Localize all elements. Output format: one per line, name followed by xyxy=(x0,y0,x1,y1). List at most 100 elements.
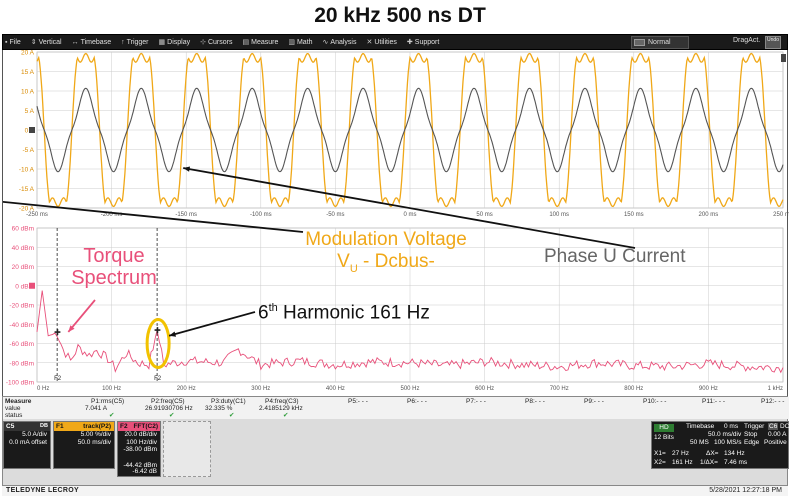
menu-item-measure[interactable]: ▤ Measure xyxy=(242,38,279,47)
trigger-label: Trigger xyxy=(744,423,765,430)
timebase-delay: 0 ms xyxy=(724,423,739,430)
channel-c5-descriptor[interactable]: C5 DB 5.0 A/div 0.0 mA offset xyxy=(3,421,51,469)
fft-ground-marker xyxy=(29,282,35,289)
time-y-tick-label: 20 A xyxy=(21,50,35,57)
f1-title: track(P2) xyxy=(83,423,111,430)
bottom-panel: Measure value status P1:rms(C5) 7.041 A ✔ P… xyxy=(2,396,789,486)
support-icon: ✚ xyxy=(406,39,413,46)
time-y-tick-label: 15 A xyxy=(21,69,35,76)
measure-status-ok-icon: ✔ xyxy=(229,412,235,419)
c5-vdiv: 5.0 A/div xyxy=(22,431,47,438)
analysis-icon: ∿ xyxy=(322,39,329,46)
menu-item-label: Analysis xyxy=(330,38,357,46)
measure-param-name[interactable]: P3:duty(C1) xyxy=(211,398,246,405)
menu-item-label: File xyxy=(9,38,21,46)
menu-item-label: Measure xyxy=(251,38,279,46)
f1-vdiv: 5.00 %/div xyxy=(80,431,111,438)
menu-item-cursors[interactable]: ⊹ Cursors xyxy=(200,38,232,47)
harmonic-arrow-head xyxy=(169,331,177,337)
menu-item-analysis[interactable]: ∿ Analysis xyxy=(322,38,357,47)
channel-f1-descriptor[interactable]: F1 track(P2) 5.00 %/div 50.0 ms/div xyxy=(53,421,115,469)
phase-current-annotation: Phase U Current xyxy=(544,246,686,267)
drag-mode-label[interactable]: DragAct. xyxy=(733,37,761,44)
measure-param-name[interactable]: P12:- - - xyxy=(761,398,785,405)
f2-cursor1: -38.00 dBm xyxy=(123,446,157,453)
measure-table[interactable]: Measure value status P1:rms(C5) 7.041 A ✔ P… xyxy=(3,397,789,419)
torque-spectrum-annotation: Torque Spectrum xyxy=(58,246,170,288)
menu-item-display[interactable]: ▦ Display xyxy=(158,38,191,47)
time-y-tick-label: -15 A xyxy=(19,186,35,193)
status-footer: TELEDYNE LECROY 5/28/2021 12:27:18 PM xyxy=(2,486,788,496)
fft-x-tick-label: 700 Hz xyxy=(550,386,569,392)
measure-param-name[interactable]: P1:rms(C5) xyxy=(91,398,125,405)
fft-y-tick-label: 60 dBm xyxy=(12,226,34,233)
cursor-dx-label: ΔX= xyxy=(706,450,719,457)
time-y-tick-label: 10 A xyxy=(21,89,35,96)
page-title: 20 kHz 500 ns DT xyxy=(314,4,486,27)
menu-item-label: Display xyxy=(167,38,191,46)
measure-param-value: 32.335 % xyxy=(205,405,233,412)
vertical-icon: ⇕ xyxy=(30,39,37,46)
menu-item-math[interactable]: ▥ Math xyxy=(288,38,312,47)
fft-y-tick-label: 40 dBm xyxy=(12,245,34,252)
cursor-x2-label: X2= xyxy=(654,459,666,466)
fft-y-tick-label: -80 dBm xyxy=(9,360,34,367)
time-x-tick-label: 250 ms xyxy=(773,212,789,218)
undo-button[interactable]: Undo xyxy=(765,36,781,49)
f2-cursor2: -44.42 dBm xyxy=(123,462,157,469)
measure-param-name[interactable]: P10:- - - xyxy=(643,398,667,405)
modulation-label-line2: VU - Dcbus- xyxy=(337,251,435,275)
time-x-tick-label: 150 ms xyxy=(624,212,644,218)
menu-item-file[interactable]: ▪ File xyxy=(5,39,21,46)
empty-descriptor-slot[interactable] xyxy=(163,421,211,477)
measure-param-name[interactable]: P4:freq(C3) xyxy=(265,398,299,405)
scope-waveform-area[interactable]: 20 A15 A10 A5 A0 A-5 A-10 A-15 A-20 A-25… xyxy=(0,50,793,396)
display-icon: ▦ xyxy=(158,39,166,46)
time-y-tick-label: -5 A xyxy=(22,147,34,154)
f2-cursor-delta: -6.42 dB xyxy=(132,468,157,475)
trigger-mode-label: Normal xyxy=(648,39,671,46)
measure-param-name[interactable]: P8:- - - xyxy=(525,398,545,405)
cursor-x1-label: F2 xyxy=(54,376,62,382)
modulation-arrow-shaft xyxy=(0,200,304,233)
timebase-label: Timebase xyxy=(686,423,715,430)
timebase-trigger-panel[interactable]: HD 12 Bits Timebase 0 ms Trigger C6 DC 5… xyxy=(651,421,789,469)
hd-badge: HD xyxy=(654,424,674,432)
f2-hdiv: 100 Hz/div xyxy=(126,439,157,446)
measure-status-ok-icon: ✔ xyxy=(283,412,289,419)
cursor-inv-dx-label: 1/ΔX= xyxy=(700,459,718,466)
measure-param-name[interactable]: P7:- - - xyxy=(466,398,486,405)
trigger-icon: ↑ xyxy=(121,38,125,46)
menu-item-utilities[interactable]: ✕ Utilities xyxy=(366,38,396,47)
measure-param-name[interactable]: P2:freq(C5) xyxy=(151,398,185,405)
math-icon: ▥ xyxy=(288,39,295,46)
fft-x-tick-label: 100 Hz xyxy=(102,386,121,392)
trigger-level: 0.00 A xyxy=(768,431,787,438)
measure-param-name[interactable]: P9:- - - xyxy=(584,398,604,405)
measure-status-ok-icon: ✔ xyxy=(109,412,115,419)
fft-x-tick-label: 900 Hz xyxy=(699,386,718,392)
time-x-tick-label: -250 ms xyxy=(26,212,48,218)
channel-f2-cursor-readout: -44.42 dBm -6.42 dB xyxy=(117,462,161,477)
menu-item-label: Trigger xyxy=(126,38,149,46)
menu-item-vertical[interactable]: ⇕ Vertical xyxy=(30,38,62,47)
cursors-icon: ⊹ xyxy=(200,39,206,46)
menu-item-timebase[interactable]: ↔ Timebase xyxy=(72,39,111,46)
harmonic-arrow-shaft xyxy=(168,311,256,337)
measure-param-value: 2.4185129 kHz xyxy=(259,405,303,412)
menu-item-support[interactable]: ✚ Support xyxy=(406,38,439,47)
fft-x-tick-label: 200 Hz xyxy=(177,386,196,392)
fft-y-tick-label: -40 dBm xyxy=(9,322,34,329)
c5-label: C5 xyxy=(6,423,15,430)
measure-param-name[interactable]: P11:- - - xyxy=(702,398,725,405)
measure-param-name[interactable]: P5:- - - xyxy=(348,398,368,405)
fft-x-tick-label: 800 Hz xyxy=(624,386,643,392)
trigger-type: Edge xyxy=(744,439,760,446)
trigger-mode-display[interactable]: Normal xyxy=(631,36,689,49)
channel-f2-descriptor[interactable]: F2 FFT(C2) 20.0 dB/div 100 Hz/div -38.00 … xyxy=(117,421,161,469)
measure-param-name[interactable]: P6:- - - xyxy=(407,398,427,405)
trigger-state: Stop xyxy=(744,431,758,438)
time-x-tick-label: -150 ms xyxy=(175,212,197,218)
time-x-tick-label: -100 ms xyxy=(250,212,272,218)
menu-item-trigger[interactable]: ↑ Trigger xyxy=(121,39,148,46)
